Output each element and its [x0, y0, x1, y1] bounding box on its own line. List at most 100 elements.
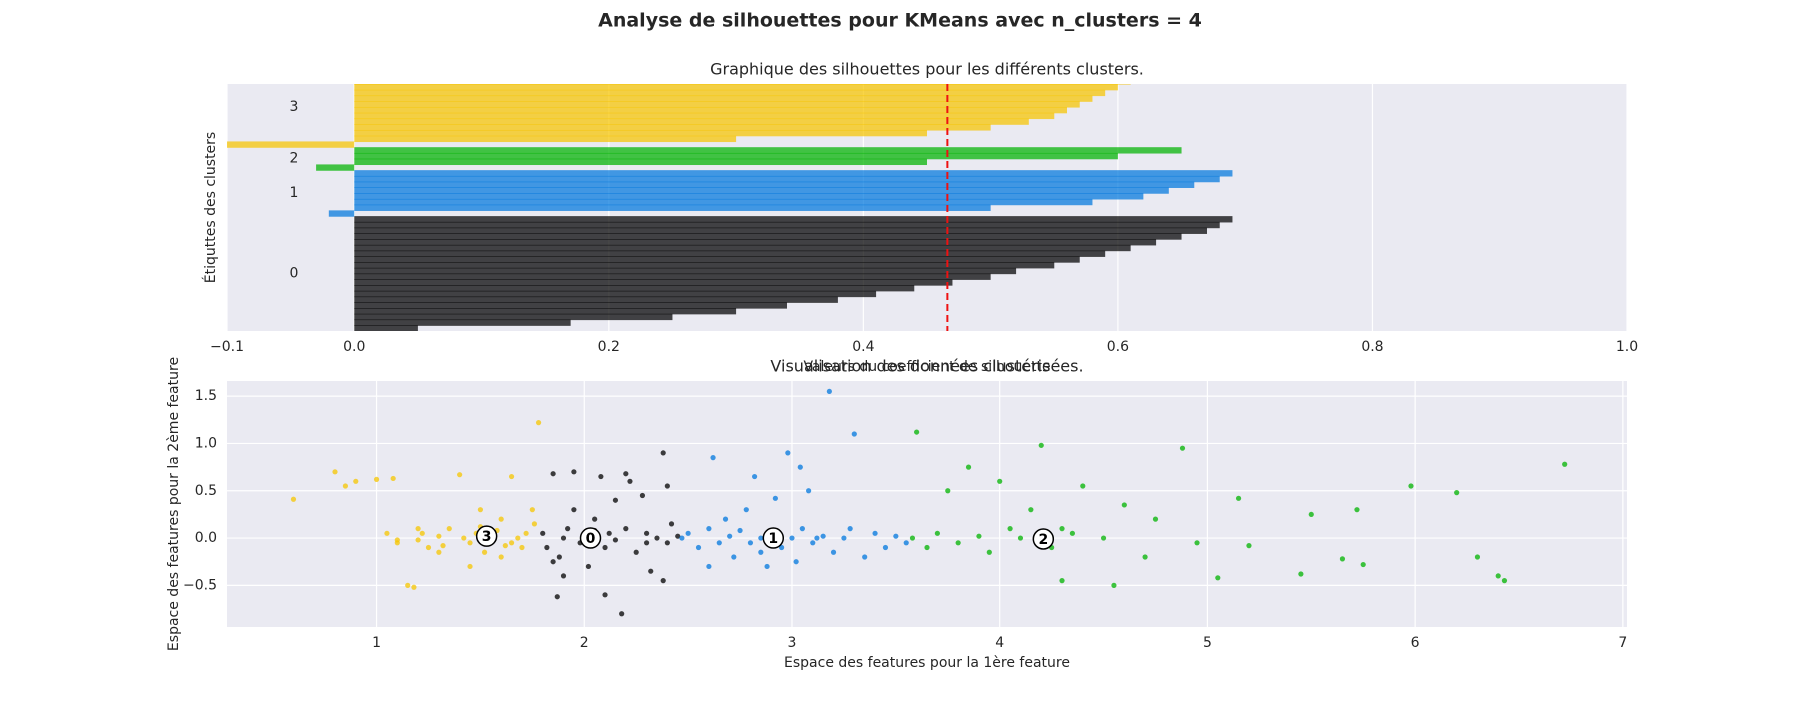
scatter-point — [544, 544, 550, 551]
silhouette-bar — [354, 313, 673, 321]
scatter-point — [498, 554, 504, 560]
scatter-point — [498, 516, 504, 522]
scatter-point — [914, 429, 920, 435]
scatter-point — [893, 533, 899, 539]
silhouette-bar — [354, 147, 1182, 154]
scatter-point — [1059, 526, 1065, 532]
scatter-point — [862, 554, 868, 560]
scatter-point — [531, 521, 538, 527]
scatter-point — [1235, 495, 1242, 501]
scatter-point — [419, 530, 425, 536]
scatter-point — [602, 544, 608, 551]
silhouette-bar — [354, 112, 1055, 120]
scatter-point — [722, 516, 729, 522]
scatter-point — [508, 473, 515, 480]
x-tick-label: 4 — [995, 635, 1004, 651]
scatter-point — [1246, 543, 1252, 549]
cluster-center — [1032, 528, 1055, 550]
silhouette-bar — [354, 198, 1093, 206]
silhouette-bar — [354, 279, 953, 286]
scatter-point — [643, 530, 650, 536]
y-tick-label: 1.0 — [195, 435, 217, 451]
silhouette-bar — [354, 256, 1080, 263]
scatter-point — [585, 563, 592, 570]
x-tick-label: 0.8 — [1361, 339, 1383, 355]
scatter-point — [560, 535, 567, 541]
silhouette-bar — [354, 290, 877, 298]
scatter-point — [550, 559, 556, 565]
scatter-point — [565, 526, 571, 532]
scatter-point — [872, 530, 878, 536]
scatter-point — [1562, 461, 1568, 467]
scatter-point — [623, 526, 629, 532]
scatter-point — [592, 516, 598, 522]
silhouette-bar — [354, 244, 1131, 252]
silhouette-bar — [227, 141, 355, 148]
scatter-point — [1454, 490, 1460, 496]
x-tick-label: 0.0 — [343, 339, 365, 355]
scatter-point — [353, 478, 359, 484]
scatter-point — [606, 530, 612, 536]
scatter-point — [1408, 483, 1414, 489]
x-tick-label: 3 — [788, 635, 797, 651]
x-tick-label: 7 — [1618, 635, 1627, 651]
scatter-point — [571, 507, 577, 513]
scatter-point — [806, 488, 812, 494]
scatter-point — [1179, 445, 1186, 451]
x-tick-label: 6 — [1411, 635, 1420, 651]
scatter-point — [425, 544, 432, 551]
x-tick-label: 0.2 — [598, 339, 620, 355]
scatter-point — [1007, 526, 1013, 532]
scatter-point — [716, 540, 722, 546]
scatter-point — [785, 450, 791, 456]
scatter-point — [826, 388, 832, 395]
silhouette-bar — [354, 170, 1233, 177]
scatter-point — [743, 507, 749, 513]
scatter-point — [882, 544, 889, 551]
scatter-point — [706, 563, 712, 570]
scatter-point — [467, 563, 473, 570]
scatter-point — [820, 533, 826, 539]
scatter-point — [706, 526, 712, 532]
cluster-label: 0 — [290, 266, 299, 282]
silhouette-bar — [354, 302, 787, 309]
scatter-point — [695, 544, 702, 551]
scatter-point — [1100, 535, 1107, 541]
scatter-point — [519, 544, 525, 551]
silhouette-bar — [354, 221, 1220, 229]
scatter-point — [789, 535, 795, 541]
x-tick-label: 0.4 — [852, 339, 874, 355]
center-label: 2 — [1038, 532, 1048, 548]
scatter-point — [909, 535, 916, 541]
silhouette-bar — [354, 181, 1195, 188]
cluster-label: 1 — [290, 185, 299, 201]
scatter-point — [373, 476, 380, 482]
scatter-point — [797, 464, 803, 470]
scatter-point — [764, 563, 770, 570]
scatter-point — [675, 533, 681, 539]
scatter-point — [436, 549, 442, 555]
center-label: 1 — [768, 531, 778, 547]
scatter-point — [710, 455, 716, 461]
silhouette-bar — [354, 175, 1220, 183]
scatter-point — [934, 530, 940, 536]
scatter-point — [415, 526, 421, 532]
silhouette-bar — [354, 129, 928, 137]
scatter-point — [685, 530, 691, 536]
silhouette-bar — [354, 319, 571, 326]
scatter-point — [679, 535, 685, 541]
scatter-point — [731, 554, 737, 560]
scatter-point — [841, 535, 847, 541]
silhouette-bar — [354, 124, 991, 131]
silhouette-bar — [354, 325, 418, 331]
scatter-point — [436, 533, 442, 539]
scatter-point — [1069, 530, 1076, 536]
scatter-point — [976, 533, 982, 539]
scatter-point — [997, 478, 1003, 484]
cluster-center — [762, 527, 785, 549]
scatter-point — [965, 464, 972, 470]
scatter-point — [457, 472, 463, 478]
silhouette-bar — [354, 89, 1106, 97]
scatter-point — [446, 526, 452, 532]
